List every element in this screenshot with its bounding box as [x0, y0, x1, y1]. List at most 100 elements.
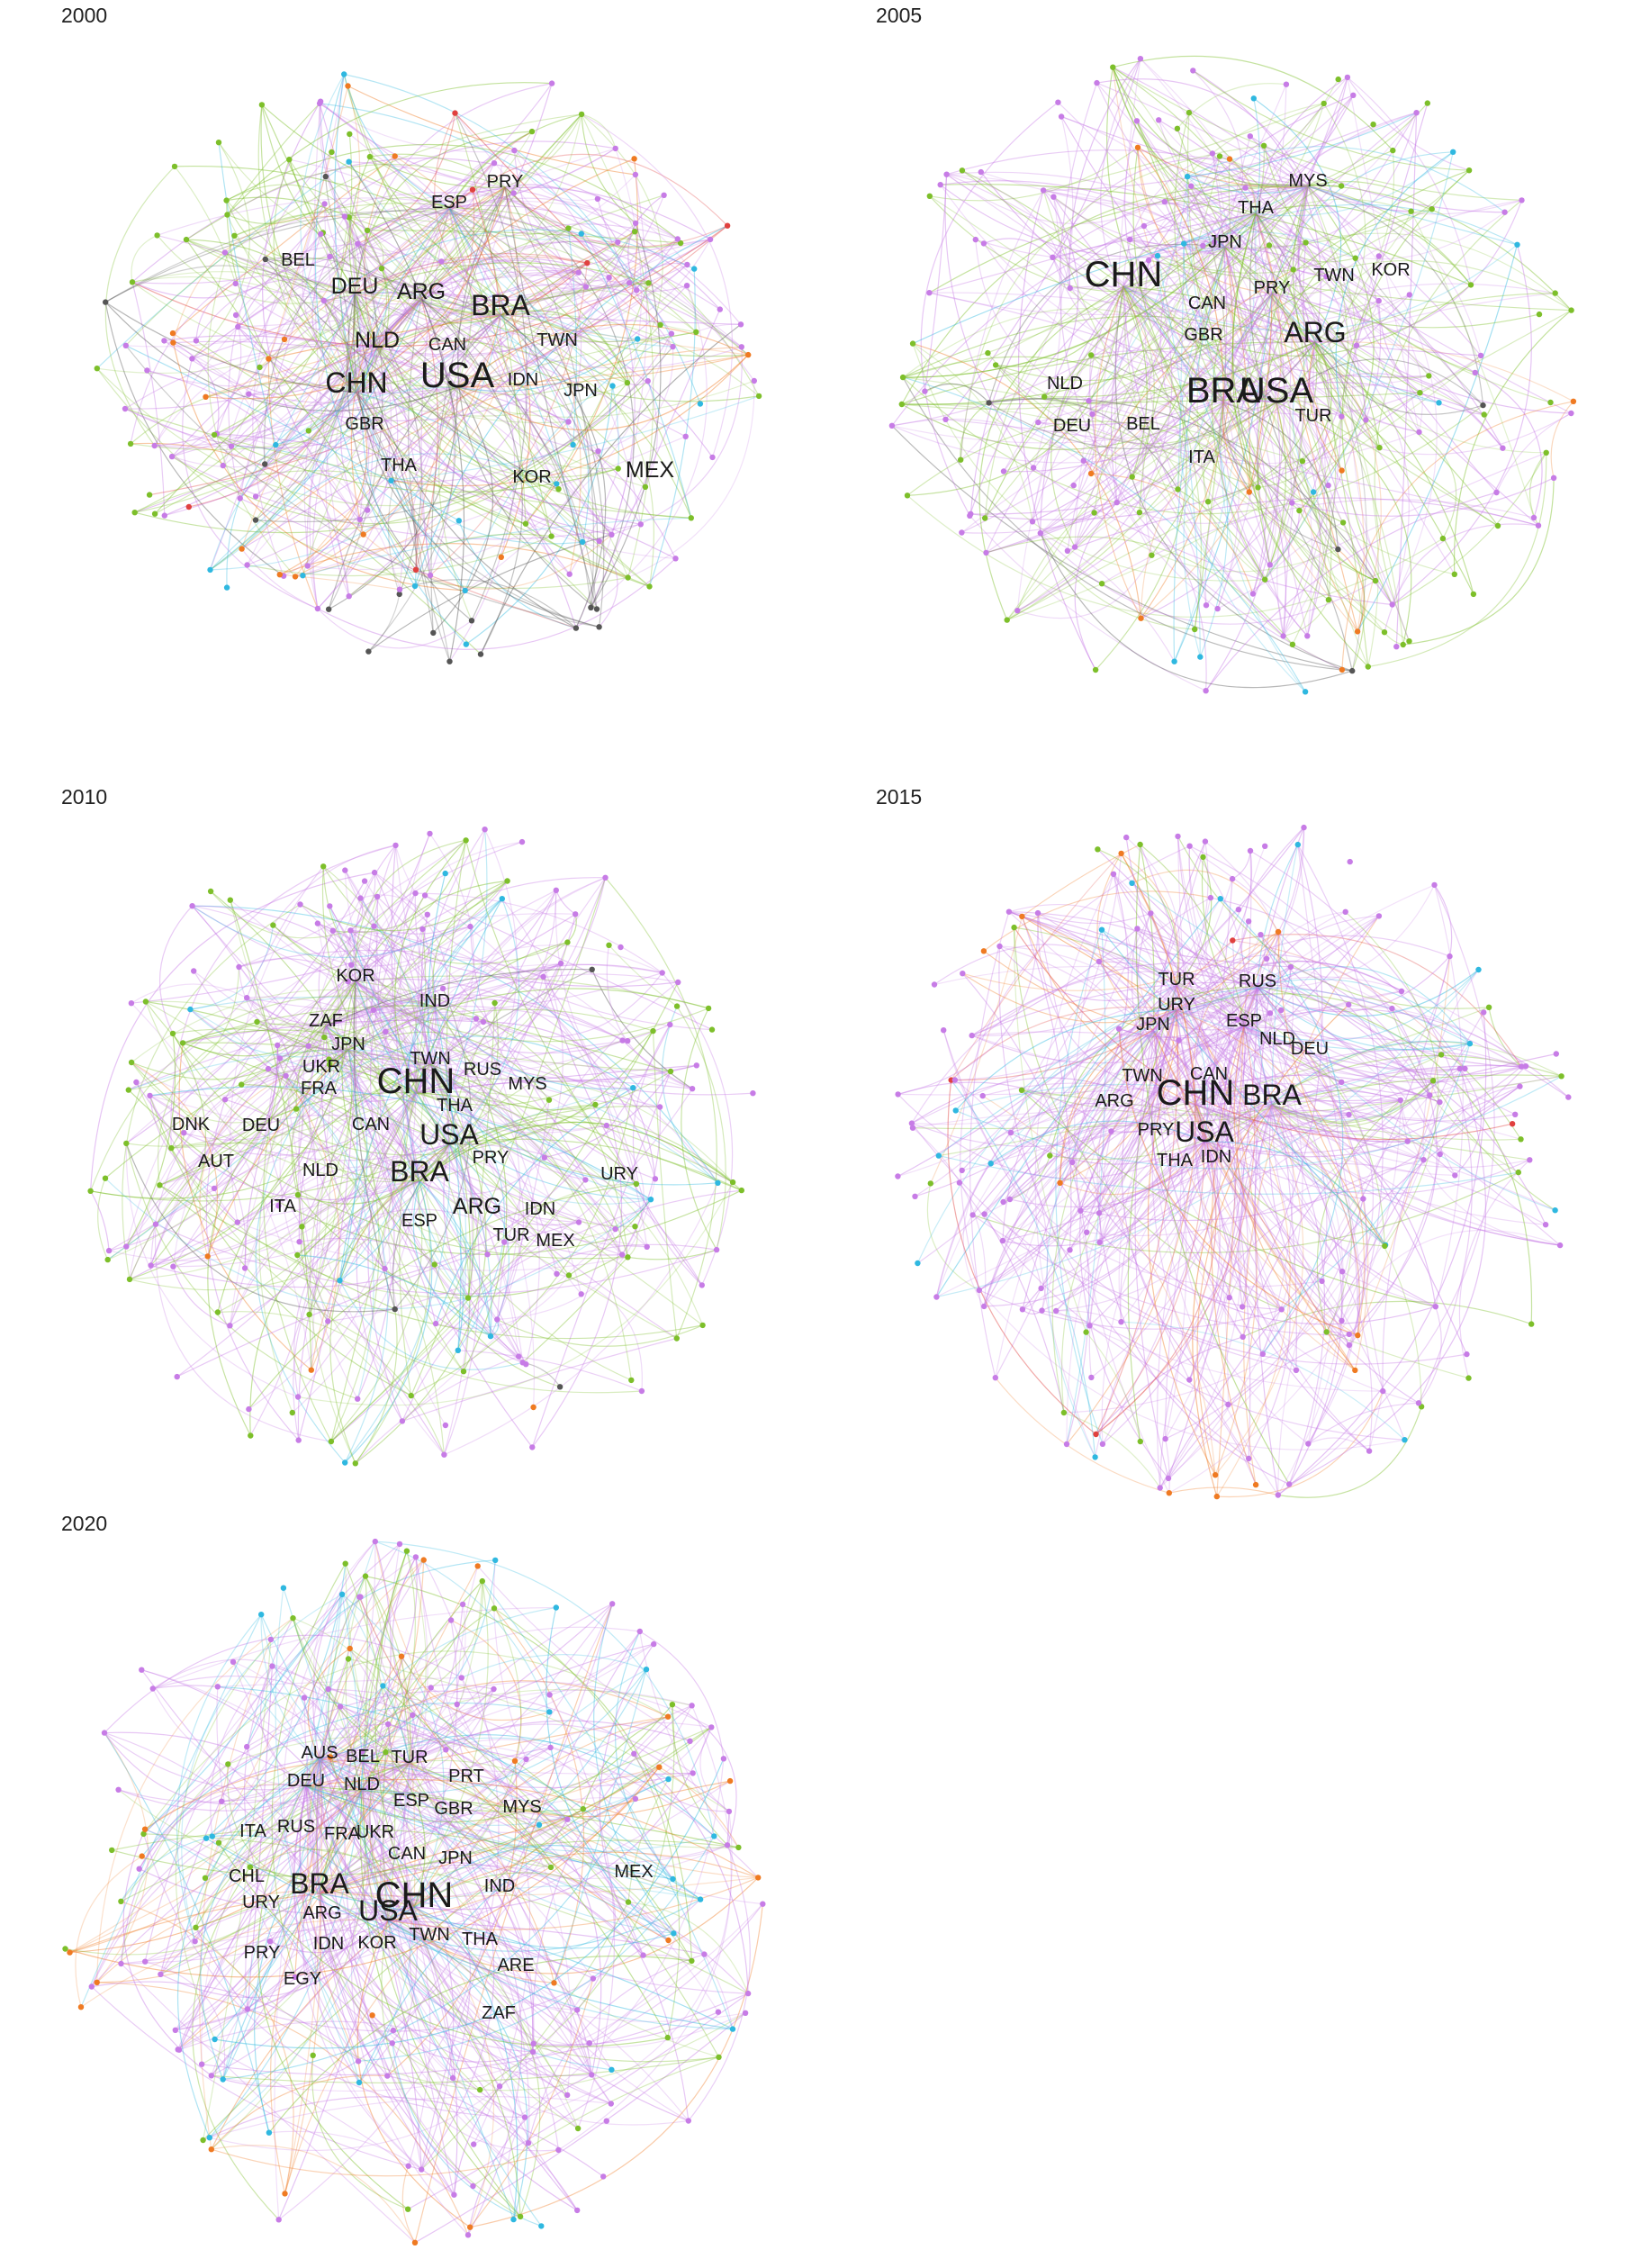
network-edge	[448, 207, 638, 340]
network-node	[1000, 1198, 1006, 1206]
network-node	[633, 1180, 640, 1188]
network-edge	[420, 271, 579, 300]
network-edge	[891, 402, 1277, 464]
network-edge	[118, 1750, 363, 1803]
network-edge	[1253, 98, 1261, 214]
network-node	[1186, 109, 1193, 116]
network-node	[609, 1601, 616, 1607]
network-edge	[307, 1559, 425, 2062]
network-edge	[1059, 1009, 1177, 1184]
network-edge	[456, 354, 749, 431]
network-edge	[1032, 467, 1393, 606]
network-edge	[185, 239, 356, 294]
network-node	[123, 1243, 130, 1250]
network-node	[618, 944, 624, 951]
network-edge	[942, 1030, 1467, 1365]
network-node	[1058, 113, 1065, 120]
network-edge	[1060, 1104, 1196, 1414]
network-edge	[365, 1576, 410, 1764]
network-node	[1517, 1083, 1523, 1089]
country-label-chl: CHL	[229, 1866, 265, 1886]
network-node	[208, 2073, 214, 2079]
network-edge	[209, 386, 458, 571]
network-edge	[319, 103, 450, 209]
network-edge	[1276, 402, 1412, 646]
network-node	[431, 1261, 437, 1268]
network-edge	[141, 1669, 320, 1759]
network-edge	[609, 944, 678, 1007]
network-edge	[295, 980, 356, 1109]
network-edge	[185, 239, 417, 571]
network-edge	[1099, 1049, 1522, 1243]
network-edge	[217, 1063, 431, 1313]
network-edge	[203, 1726, 712, 2141]
country-label-twn: TWN	[410, 1049, 451, 1069]
network-edge	[429, 1063, 652, 1200]
network-node	[329, 927, 336, 934]
network-edge	[319, 1656, 402, 1759]
network-node	[980, 948, 987, 954]
network-node	[625, 1037, 631, 1044]
network-edge	[1067, 212, 1257, 551]
network-edge	[392, 1143, 450, 1310]
network-edge	[192, 207, 450, 359]
network-edge	[1174, 112, 1224, 403]
network-edge	[1090, 354, 1353, 672]
network-edge	[1307, 181, 1433, 210]
network-edge	[1136, 928, 1273, 1106]
network-edge	[267, 1064, 648, 1248]
network-node	[275, 1042, 281, 1049]
network-node	[1129, 474, 1135, 480]
network-node	[716, 2054, 722, 2060]
network-node	[1283, 81, 1290, 87]
network-edge	[319, 1757, 612, 2071]
network-node	[687, 1738, 693, 1744]
network-edge	[1003, 293, 1273, 472]
network-edge	[420, 298, 455, 576]
country-label-idn: IDN	[313, 1934, 344, 1954]
network-edge	[205, 1838, 734, 2030]
network-edge	[294, 238, 679, 577]
network-edge	[308, 293, 356, 431]
network-edge	[1137, 927, 1245, 1027]
network-edge	[897, 1081, 1112, 1132]
network-edge	[1176, 984, 1258, 1476]
network-edge	[420, 298, 628, 384]
network-edge	[307, 333, 672, 571]
network-node	[642, 483, 649, 490]
network-edge	[1112, 67, 1358, 632]
network-node	[682, 433, 689, 439]
network-node	[724, 222, 731, 229]
network-edge	[160, 1920, 389, 1998]
network-edge	[465, 385, 614, 646]
network-edge	[356, 392, 418, 570]
network-node	[392, 1306, 398, 1313]
network-edge	[347, 980, 535, 1408]
network-node	[1406, 292, 1412, 298]
network-edge	[364, 156, 396, 348]
network-node	[1342, 908, 1348, 915]
network-node	[346, 593, 352, 600]
network-edge	[917, 841, 1206, 1264]
network-edge	[627, 231, 654, 578]
network-node	[726, 1777, 734, 1785]
network-node	[247, 1864, 253, 1870]
network-edge	[1098, 957, 1177, 986]
network-node	[171, 163, 178, 170]
network-edge	[1268, 245, 1316, 343]
network-edge	[355, 980, 753, 1096]
network-node	[189, 903, 195, 909]
network-edge	[1195, 1099, 1401, 1106]
network-edge	[1006, 310, 1572, 621]
network-edge	[1258, 77, 1348, 294]
network-node	[1250, 95, 1257, 102]
network-edge	[362, 1761, 455, 2195]
network-node	[269, 1663, 275, 1669]
network-edge	[434, 113, 501, 316]
network-node	[1485, 1004, 1492, 1010]
network-edge	[1042, 189, 1366, 420]
network-edge	[929, 195, 1270, 293]
network-edge	[323, 292, 713, 458]
network-edge	[350, 929, 637, 1185]
network-node	[1156, 117, 1162, 123]
